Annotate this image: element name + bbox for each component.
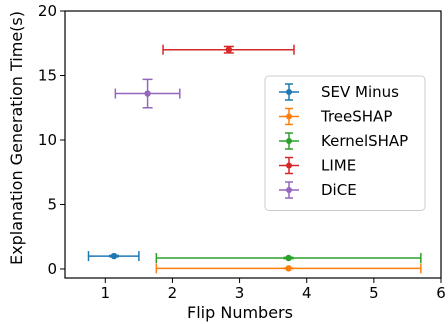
legend-label: DiCE xyxy=(321,181,357,199)
legend-label: LIME xyxy=(321,157,356,175)
legend-marker-point xyxy=(286,187,292,193)
x-axis-ticks: 1 2 3 4 5 6 xyxy=(101,278,446,302)
series-sev-minus xyxy=(87,251,140,262)
legend-marker-point xyxy=(286,113,292,120)
legend-label: SEV Minus xyxy=(321,83,399,101)
x-axis-title: Flip Numbers xyxy=(187,303,293,322)
x-tick-label: 3 xyxy=(235,284,245,302)
series-lime xyxy=(162,44,295,55)
series-kernelshap xyxy=(155,253,422,264)
legend-item: DiCE xyxy=(279,181,357,199)
plot-area xyxy=(64,10,442,279)
data-point xyxy=(285,254,292,262)
x-tick-label: 5 xyxy=(369,284,379,302)
plot-frame xyxy=(64,10,442,279)
legend-item: TreeSHAP xyxy=(279,108,392,126)
x-tick-label: 6 xyxy=(436,284,446,302)
legend-item: SEV Minus xyxy=(279,83,399,101)
legend-marker-point xyxy=(286,162,292,169)
data-point xyxy=(110,252,118,260)
y-tick-label: 0 xyxy=(47,260,57,278)
y-tick-label: 10 xyxy=(38,131,57,149)
series-layer xyxy=(87,44,422,274)
x-tick-label: 4 xyxy=(302,284,312,302)
y-tick-label: 5 xyxy=(47,195,57,213)
legend-box xyxy=(264,75,426,211)
series-treeshap xyxy=(155,263,422,274)
series-dice xyxy=(114,78,181,109)
data-point xyxy=(285,265,292,272)
legend-marker-point xyxy=(286,138,292,144)
y-tick-label: 15 xyxy=(38,66,57,84)
y-tick-label: 20 xyxy=(38,2,57,20)
x-tick-label: 2 xyxy=(168,284,178,302)
legend: SEV Minus TreeSHAP KernelSHAP LIME DiCE xyxy=(264,75,426,211)
y-axis-title: Explanation Generation Time(s) xyxy=(7,11,26,265)
legend-item: LIME xyxy=(279,157,356,175)
legend-marker-point xyxy=(286,89,292,95)
x-tick-label: 1 xyxy=(101,284,111,302)
data-point xyxy=(225,46,233,53)
legend-label: KernelSHAP xyxy=(321,132,408,150)
y-axis-ticks: 0 5 10 15 20 xyxy=(38,2,65,278)
legend-item: KernelSHAP xyxy=(279,132,408,150)
data-point xyxy=(144,90,151,97)
legend-label: TreeSHAP xyxy=(320,108,392,126)
